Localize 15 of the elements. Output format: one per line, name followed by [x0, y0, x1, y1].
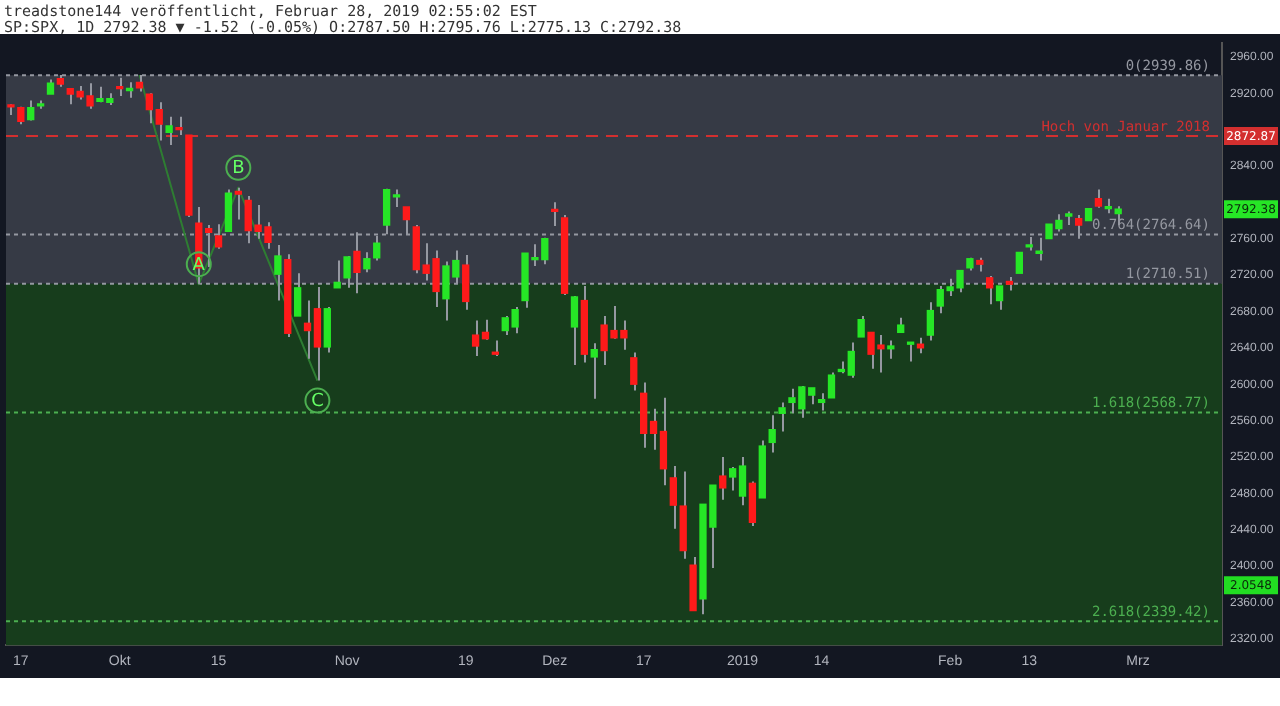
candlestick	[689, 555, 697, 612]
candlestick	[926, 301, 935, 342]
data-label: B	[232, 159, 245, 180]
candlestick	[590, 342, 598, 400]
candlestick	[768, 414, 776, 454]
candlestick	[719, 455, 727, 501]
candlestick	[778, 401, 786, 433]
candlestick	[363, 251, 371, 274]
candlestick	[817, 392, 826, 412]
candlestick	[887, 339, 895, 360]
data-label: A	[192, 255, 207, 276]
candlestick	[570, 296, 579, 367]
candlestick	[234, 186, 242, 221]
data-label: C	[311, 392, 324, 413]
candlestick	[630, 351, 638, 392]
